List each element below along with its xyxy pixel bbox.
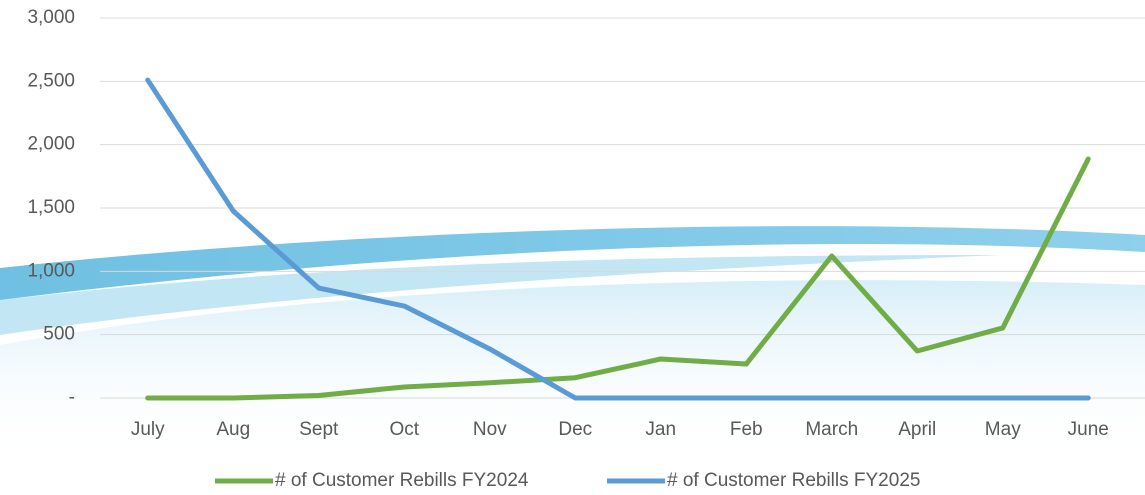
x-tick-label: Sept	[299, 419, 339, 440]
x-tick-label: March	[805, 419, 858, 440]
x-tick-label: Oct	[389, 419, 419, 440]
x-tick-label: June	[1068, 419, 1109, 440]
legend-label: # of Customer Rebills FY2025	[667, 470, 920, 491]
series-line	[145, 77, 1091, 401]
y-tick-label: 1,500	[27, 197, 75, 218]
y-tick-label: 500	[43, 324, 75, 345]
y-tick-label: 2,000	[27, 134, 75, 155]
x-tick-label: April	[898, 419, 936, 440]
x-tick-label: Jan	[645, 419, 676, 440]
y-tick-label: 2,500	[27, 70, 75, 91]
y-tick-label: 3,000	[27, 7, 75, 28]
x-tick-label: Feb	[730, 419, 763, 440]
x-tick-label: Nov	[473, 419, 507, 440]
x-tick-label: May	[985, 419, 1021, 440]
x-tick-label: Aug	[216, 419, 250, 440]
series-line	[145, 156, 1091, 401]
x-tick-label: July	[131, 419, 165, 440]
plot-area: - 500 1,000 1,500 2,000 2,500 3,000 July Aug Sept…	[27, 7, 1145, 491]
y-tick-label: 1,000	[27, 260, 75, 281]
y-tick-label: -	[69, 387, 75, 408]
legend-label: # of Customer Rebills FY2024	[275, 470, 529, 491]
x-tick-label: Dec	[558, 419, 592, 440]
